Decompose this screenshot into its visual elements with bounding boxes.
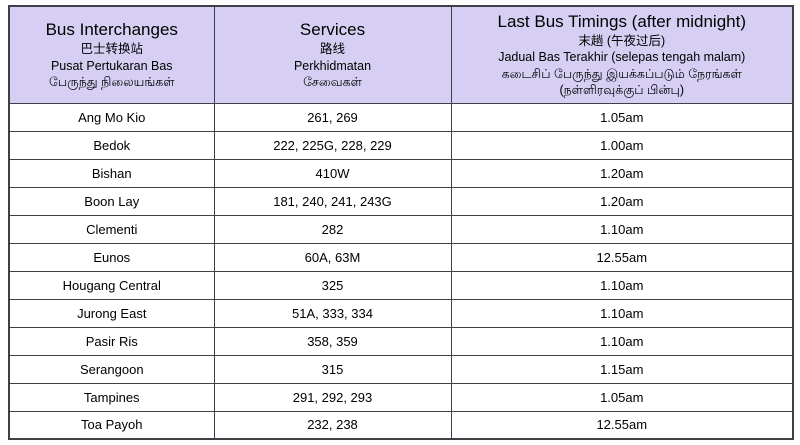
header-line: (நள்ளிரவுக்குப் பின்பு): [559, 83, 685, 98]
last-bus-cell: 1.05am: [450, 382, 794, 412]
header-line: பேருந்து நிலையங்கள்: [48, 75, 175, 90]
interchange-cell: Eunos: [8, 242, 215, 272]
header-line: Perkhidmatan: [293, 58, 372, 73]
last-bus-cell: 1.00am: [450, 130, 794, 160]
header-cell-last-bus-timings: Last Bus Timings (after midnight) 末趟 (午夜过…: [450, 5, 794, 104]
header-cell-bus-interchanges: Bus Interchanges 巴士转换站 Pusat Pertukaran Ba…: [8, 5, 215, 104]
services-cell: 282: [213, 214, 452, 244]
last-bus-cell: 1.20am: [450, 158, 794, 188]
last-bus-cell: 1.15am: [450, 354, 794, 384]
header-line: Services: [299, 19, 366, 39]
header-row: Bus Interchanges 巴士转换站 Pusat Pertukaran Ba…: [8, 5, 794, 104]
table-body: Ang Mo Kio 261, 269 1.05am Bedok 222, 22…: [8, 102, 794, 440]
header-line: Jadual Bas Terakhir (selepas tengah mala…: [498, 50, 746, 65]
header-line: 末趟 (午夜过后): [578, 33, 666, 48]
interchange-cell: Ang Mo Kio: [8, 102, 215, 132]
services-cell: 222, 225G, 228, 229: [213, 130, 452, 160]
table-row: Clementi 282 1.10am: [8, 214, 794, 244]
bus-timings-table: Bus Interchanges 巴士转换站 Pusat Pertukaran Ba…: [8, 5, 794, 440]
last-bus-cell: 12.55am: [450, 242, 794, 272]
table-row: Eunos 60A, 63M 12.55am: [8, 242, 794, 272]
interchange-cell: Serangoon: [8, 354, 215, 384]
interchange-cell: Clementi: [8, 214, 215, 244]
table-row: Jurong East 51A, 333, 334 1.10am: [8, 298, 794, 328]
services-cell: 181, 240, 241, 243G: [213, 186, 452, 216]
table-row: Pasir Ris 358, 359 1.10am: [8, 326, 794, 356]
interchange-cell: Pasir Ris: [8, 326, 215, 356]
last-bus-cell: 1.05am: [450, 102, 794, 132]
header-cell-services: Services 路线 Perkhidmatan சேவைகள்: [213, 5, 452, 104]
services-cell: 51A, 333, 334: [213, 298, 452, 328]
table-row: Hougang Central 325 1.10am: [8, 270, 794, 300]
header-line: கடைசிப் பேருந்து இயக்கப்படும் நேரங்கள்: [501, 66, 742, 81]
services-cell: 325: [213, 270, 452, 300]
header-line: Bus Interchanges: [45, 19, 178, 39]
services-cell: 315: [213, 354, 452, 384]
interchange-cell: Boon Lay: [8, 186, 215, 216]
header-line: 巴士转换站: [80, 42, 143, 57]
header-line: Last Bus Timings (after midnight): [497, 11, 746, 31]
last-bus-cell: 1.10am: [450, 214, 794, 244]
header-line: 路线: [319, 42, 345, 57]
services-cell: 358, 359: [213, 326, 452, 356]
interchange-cell: Bishan: [8, 158, 215, 188]
last-bus-cell: 1.10am: [450, 326, 794, 356]
services-cell: 232, 238: [213, 410, 452, 440]
last-bus-cell: 12.55am: [450, 410, 794, 440]
table-row: Serangoon 315 1.15am: [8, 354, 794, 384]
interchange-cell: Hougang Central: [8, 270, 215, 300]
interchange-cell: Tampines: [8, 382, 215, 412]
services-cell: 291, 292, 293: [213, 382, 452, 412]
last-bus-cell: 1.10am: [450, 298, 794, 328]
interchange-cell: Toa Payoh: [8, 410, 215, 440]
last-bus-cell: 1.10am: [450, 270, 794, 300]
table-row: Bishan 410W 1.20am: [8, 158, 794, 188]
header-line: Pusat Pertukaran Bas: [50, 58, 173, 73]
table-row: Bedok 222, 225G, 228, 229 1.00am: [8, 130, 794, 160]
table-row: Tampines 291, 292, 293 1.05am: [8, 382, 794, 412]
services-cell: 261, 269: [213, 102, 452, 132]
table-header: Bus Interchanges 巴士转换站 Pusat Pertukaran Ba…: [8, 5, 794, 104]
last-bus-cell: 1.20am: [450, 186, 794, 216]
table-row: Toa Payoh 232, 238 12.55am: [8, 410, 794, 440]
interchange-cell: Bedok: [8, 130, 215, 160]
services-cell: 410W: [213, 158, 452, 188]
header-line: சேவைகள்: [303, 75, 362, 90]
table-row: Boon Lay 181, 240, 241, 243G 1.20am: [8, 186, 794, 216]
table-row: Ang Mo Kio 261, 269 1.05am: [8, 102, 794, 132]
interchange-cell: Jurong East: [8, 298, 215, 328]
services-cell: 60A, 63M: [213, 242, 452, 272]
